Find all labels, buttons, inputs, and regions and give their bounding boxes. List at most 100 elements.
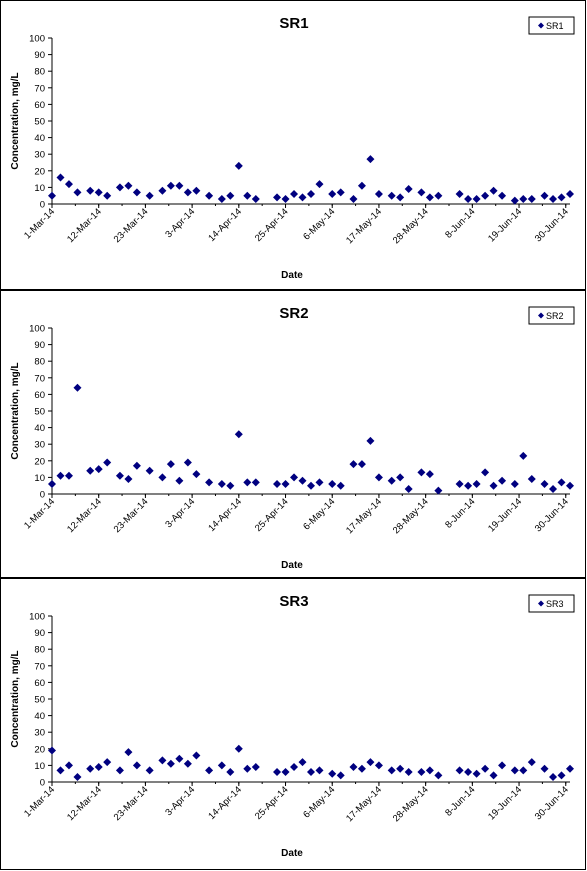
data-point [481,764,490,773]
x-tick-label: 6-May-14 [301,784,337,820]
data-point [290,190,299,199]
x-tick-label: 1-Mar-14 [22,206,57,241]
data-point [549,773,558,782]
x-tick-label: 30-Jun-14 [533,206,571,244]
data-point [94,188,103,197]
data-point [404,185,413,194]
x-tick-label: 25-Apr-14 [253,496,291,534]
data-point [328,769,337,778]
y-tick-label: 30 [34,728,45,739]
data-point [281,480,290,489]
data-point [549,195,558,204]
data-point [124,181,133,190]
data-point [434,191,443,200]
x-tick-label: 8-Jun-14 [443,206,477,240]
x-tick-label: 19-Jun-14 [486,496,524,534]
y-axis-label: Concentration, mg/L [10,362,21,459]
data-point [243,764,252,773]
legend-marker [538,312,544,319]
legend-marker [538,600,544,607]
data-point [455,766,464,775]
data-point [48,746,56,755]
x-tick-label: 23-Mar-14 [112,784,151,823]
data-point [94,763,103,772]
y-tick-label: 50 [34,695,45,706]
data-point [251,478,260,487]
data-point [557,193,566,202]
data-point [115,183,124,192]
data-point [48,480,56,489]
data-point [217,480,226,489]
data-point [175,476,184,485]
legend-label: SR1 [546,21,564,31]
data-point [273,193,282,202]
x-tick-label: 30-Jun-14 [533,784,571,822]
data-point [183,458,192,467]
data-point [557,771,566,780]
x-tick-label: 17-May-14 [344,496,384,536]
x-tick-label: 8-Jun-14 [443,784,477,818]
data-point [519,195,528,204]
data-point [566,764,574,773]
y-tick-label: 100 [29,34,45,45]
x-tick-label: 14-Apr-14 [206,206,244,244]
data-point [489,481,498,490]
data-point [540,480,549,489]
data-point [472,769,481,778]
data-point [328,190,337,199]
data-point [234,744,243,753]
data-point [115,471,124,480]
x-axis-label: Date [281,848,303,859]
data-point [226,768,235,777]
data-point [273,480,282,489]
data-point [103,191,112,200]
data-point [183,188,192,197]
legend-label: SR3 [546,599,564,609]
data-point [234,161,243,170]
data-point [417,468,426,477]
data-point [557,478,566,487]
data-point [519,451,528,460]
chart-panel-sr3: SR3 0 10 20 30 40 50 60 70 80 90 100 1-Mar-14 12-Mar-… [0,578,586,870]
chart-title: SR3 [279,593,308,610]
data-point [396,193,405,202]
x-tick-label: 1-Mar-14 [22,784,57,819]
data-point [124,748,133,757]
data-point [205,766,214,775]
data-point [205,478,214,487]
y-tick-label: 40 [34,133,45,144]
y-tick-label: 90 [34,50,45,61]
data-point [349,763,358,772]
x-tick-label: 14-Apr-14 [206,784,244,822]
data-point [315,180,324,189]
legend: SR1 [528,16,575,35]
data-point [315,766,324,775]
data-point [86,186,95,195]
legend-box [528,16,575,35]
data-point [298,193,307,202]
data-point [366,758,375,767]
data-point [417,768,426,777]
x-tick-label: 25-Apr-14 [253,784,291,822]
x-tick-label: 3-Apr-14 [163,496,197,530]
data-point [434,486,443,495]
legend-box [528,594,575,613]
x-tick-label: 12-Mar-14 [65,496,104,535]
y-axis-label: Concentration, mg/L [10,72,21,169]
data-point [374,190,383,199]
data-point [374,473,383,482]
data-point [464,481,473,490]
data-point [540,191,549,200]
data-point [251,763,260,772]
data-point [192,186,201,195]
data-point [48,191,56,200]
data-point [527,758,536,767]
legend-box [528,306,575,325]
data-point [103,758,112,767]
data-point [566,190,574,199]
data-point [425,193,434,202]
x-tick-label: 17-May-14 [344,784,384,824]
x-tick-label: 19-Jun-14 [486,206,524,244]
data-point [357,764,366,773]
data-point [132,188,141,197]
